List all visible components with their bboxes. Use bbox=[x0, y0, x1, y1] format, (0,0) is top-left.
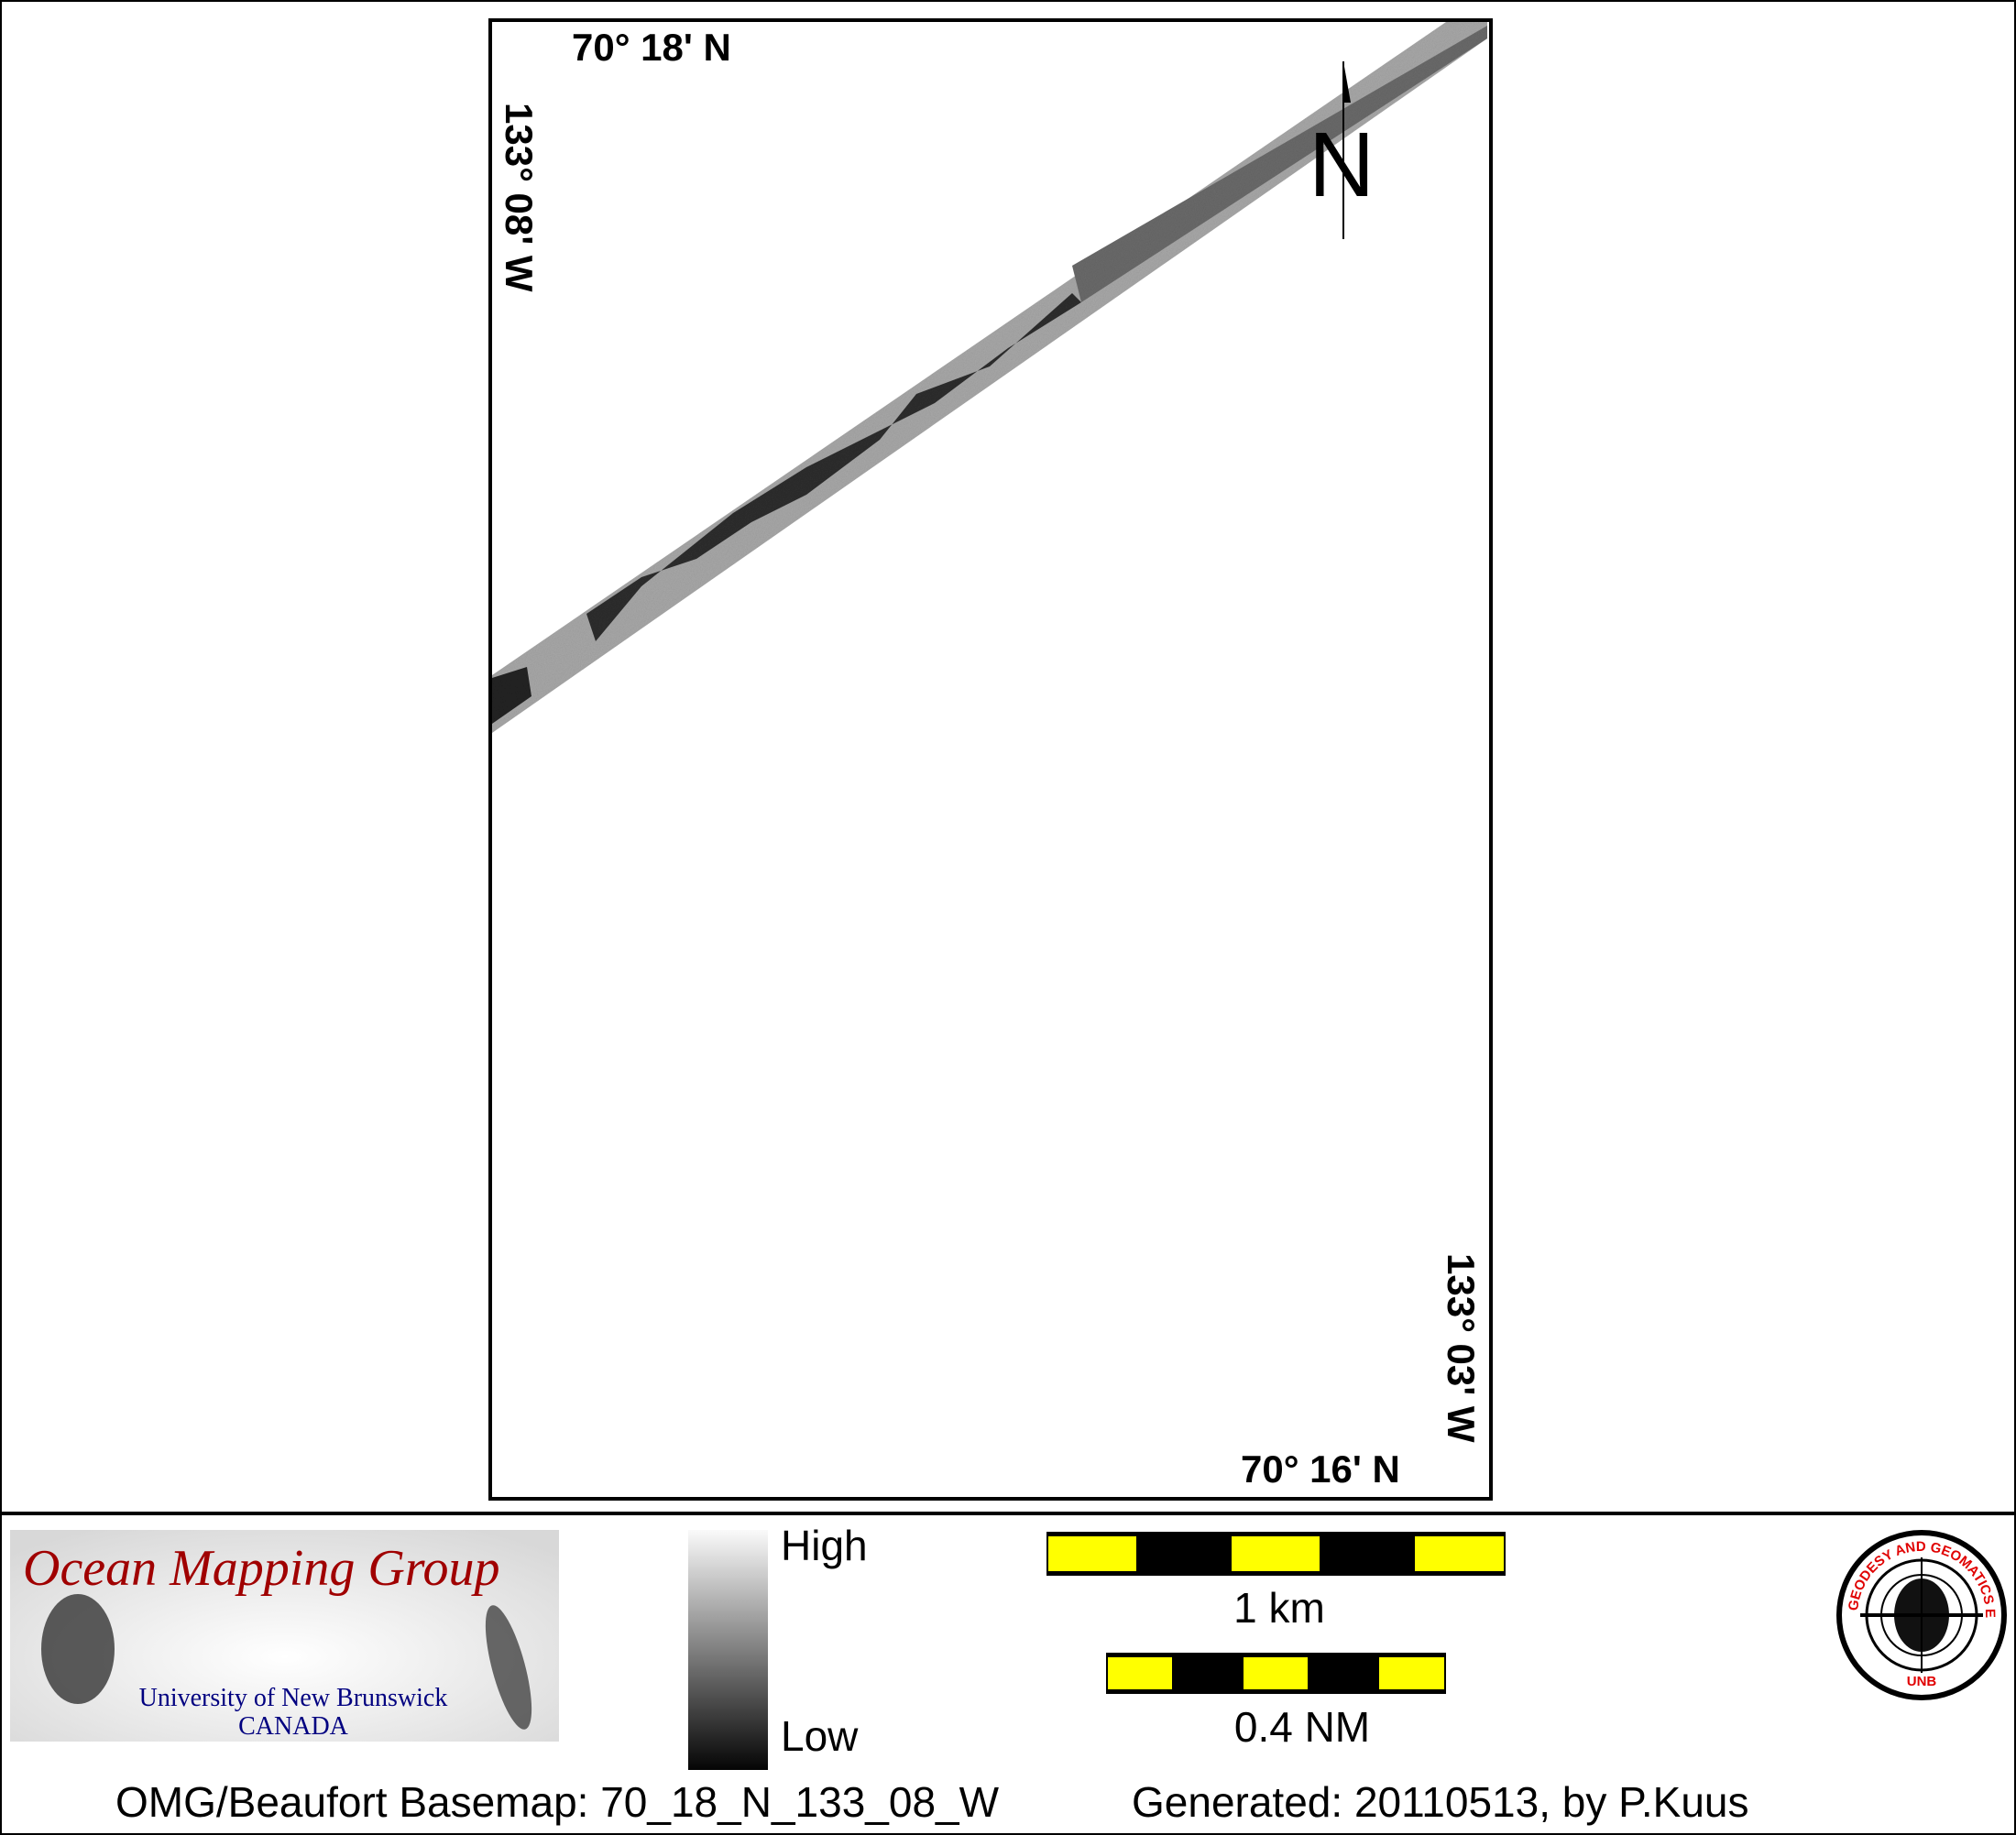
scale-bar-km bbox=[1046, 1532, 1506, 1576]
swath-dark-band bbox=[1072, 26, 1487, 302]
svg-text:UNB: UNB bbox=[1907, 1674, 1937, 1689]
svg-text:CANADA: CANADA bbox=[238, 1712, 349, 1741]
omg-logo: Ocean Mapping Group University of New Br… bbox=[10, 1530, 559, 1742]
intensity-colorbar bbox=[688, 1530, 768, 1770]
generated-text: Generated: 20110513, by P.Kuus bbox=[1132, 1778, 1749, 1826]
basemap-id-text: OMG/Beaufort Basemap: 70_18_N_133_08_W bbox=[115, 1778, 1000, 1826]
swath-dark-band bbox=[492, 667, 531, 724]
lat-label-top: 70° 18' N bbox=[572, 26, 731, 69]
swath-dark-band bbox=[586, 293, 1081, 641]
north-label: N bbox=[1309, 114, 1375, 216]
colorbar-low-label: Low bbox=[781, 1712, 859, 1760]
lon-label-left: 133° 08' W bbox=[498, 103, 541, 292]
scale-km-label: 1 km bbox=[1233, 1584, 1325, 1632]
svg-text:University of New Brunswick: University of New Brunswick bbox=[139, 1684, 448, 1712]
colorbar-high-label: High bbox=[781, 1522, 868, 1569]
map-frame bbox=[488, 18, 1493, 1501]
north-arrow bbox=[1342, 61, 1351, 239]
sonar-swath bbox=[492, 22, 1487, 733]
footer-divider bbox=[0, 1512, 2016, 1515]
lat-label-bottom: 70° 16' N bbox=[1241, 1447, 1400, 1491]
svg-text:Ocean Mapping Group: Ocean Mapping Group bbox=[23, 1540, 500, 1597]
scale-nm-label: 0.4 NM bbox=[1233, 1703, 1371, 1751]
lon-label-right: 133° 03' W bbox=[1440, 1253, 1483, 1443]
scale-bar-nm bbox=[1106, 1653, 1446, 1694]
